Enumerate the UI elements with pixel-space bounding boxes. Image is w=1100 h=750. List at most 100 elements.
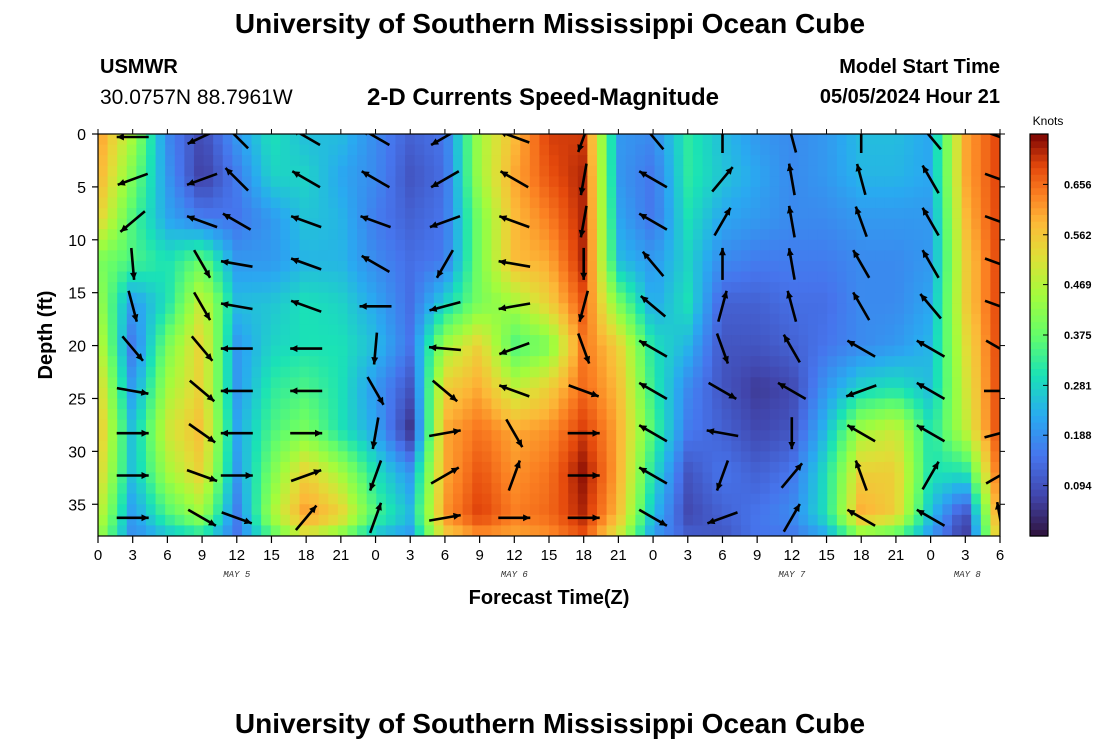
heat-cell — [136, 409, 147, 421]
heat-cell — [817, 208, 828, 220]
colorbar-tick-label: 0.188 — [1064, 430, 1092, 442]
heat-cell — [501, 387, 512, 400]
heat-cell — [501, 324, 512, 336]
heat-cell — [577, 155, 588, 167]
heat-cell — [213, 271, 224, 283]
heat-cell — [549, 165, 560, 177]
heat-cell — [520, 313, 531, 326]
heat-cell — [846, 356, 857, 368]
heat-cell — [184, 250, 195, 262]
heat-cell — [990, 155, 1000, 167]
vector-arrowhead — [639, 425, 648, 432]
date-label: MAY 7 — [778, 570, 806, 580]
heat-cell — [299, 472, 310, 484]
heat-cell — [232, 155, 243, 167]
heat-cell — [606, 525, 617, 536]
heat-cell — [405, 155, 416, 167]
heat-cell — [798, 208, 809, 220]
heat-cell — [865, 377, 876, 389]
heat-cell — [453, 504, 464, 516]
heat-cell — [213, 335, 224, 347]
heat-cell — [788, 366, 800, 378]
heat-cell — [702, 493, 713, 505]
heat-cell — [481, 345, 493, 357]
heat-cell — [501, 313, 512, 326]
heat-cell — [117, 324, 128, 336]
heat-cell — [222, 229, 233, 241]
heat-cell — [990, 440, 1000, 452]
heat-cell — [539, 377, 550, 389]
heat-cell — [596, 197, 608, 209]
heat-cell — [721, 493, 732, 505]
heat-cell — [414, 197, 425, 209]
heat-cell — [788, 514, 800, 527]
heat-cell — [424, 144, 435, 156]
heat-cell — [520, 250, 531, 262]
heat-cell — [587, 440, 598, 452]
heat-cell — [779, 472, 790, 484]
heat-cell — [347, 430, 358, 442]
heat-cell — [462, 250, 473, 262]
heat-cell — [155, 461, 166, 474]
heat-cell — [798, 419, 809, 431]
heat-cell — [894, 282, 905, 294]
heat-cell — [98, 366, 109, 378]
heat-cell — [232, 430, 243, 442]
vector-arrowhead — [206, 393, 215, 402]
heat-cell — [952, 514, 963, 527]
heat-cell — [731, 208, 742, 220]
heat-cell — [376, 144, 387, 156]
vector-arrowhead — [429, 305, 438, 312]
heat-cell — [309, 345, 320, 357]
heat-cell — [136, 229, 147, 241]
heat-cell — [539, 165, 550, 177]
heat-cell — [606, 345, 617, 357]
heat-cell — [856, 493, 867, 505]
x-axis-label: Forecast Time(Z) — [469, 587, 630, 609]
heat-cell — [760, 208, 771, 220]
heat-cell — [357, 292, 368, 304]
heat-cell — [395, 419, 406, 431]
heat-cell — [760, 186, 771, 199]
heat-cell — [424, 335, 435, 347]
heat-cell — [193, 144, 205, 156]
heat-cell — [846, 134, 857, 146]
heat-cell — [174, 493, 185, 505]
heat-cell — [932, 176, 944, 188]
heat-cell — [971, 144, 982, 156]
heat-cell — [433, 356, 445, 368]
heat-cell — [232, 525, 243, 536]
heat-cell — [961, 472, 972, 484]
heat-cell — [750, 303, 761, 315]
heat-cell — [875, 197, 886, 209]
heat-cell — [193, 366, 205, 378]
heat-cell — [760, 197, 771, 209]
heat-cell — [385, 366, 397, 378]
heat-cell — [865, 218, 876, 230]
colorbar-segment — [1030, 408, 1048, 416]
heat-cell — [347, 451, 358, 463]
heat-cell — [904, 260, 915, 273]
heat-cell — [750, 461, 761, 474]
heat-cell — [117, 430, 128, 442]
heat-cell — [174, 218, 185, 230]
heat-cell — [616, 239, 627, 251]
heat-cell — [376, 493, 387, 505]
heat-cell — [261, 419, 272, 431]
heat-cell — [712, 430, 723, 442]
heat-cell — [884, 208, 896, 220]
heat-cell — [117, 356, 128, 368]
vector-arrowhead — [920, 294, 928, 302]
heat-cell — [558, 472, 569, 484]
heat-cell — [635, 324, 646, 336]
heat-cell — [491, 292, 502, 304]
heat-cell — [932, 430, 944, 442]
heat-cell — [616, 197, 627, 209]
heat-cell — [961, 377, 972, 389]
heat-cell — [213, 366, 224, 378]
heat-cell — [241, 144, 253, 156]
heat-cell — [904, 377, 915, 389]
heat-cell — [453, 451, 464, 463]
heat-cell — [788, 504, 800, 516]
x-tick-label: 3 — [406, 547, 414, 564]
